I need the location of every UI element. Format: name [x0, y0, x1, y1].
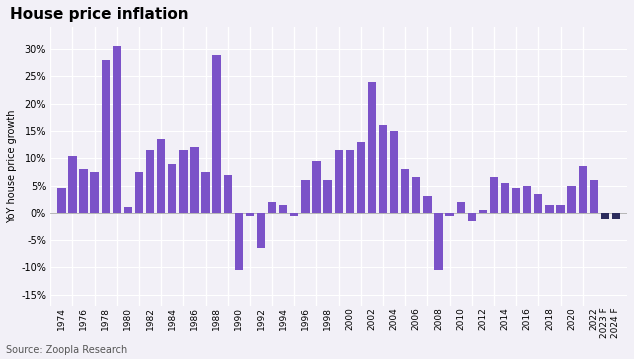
Bar [135, 172, 143, 213]
Bar [590, 180, 598, 213]
Bar [456, 202, 465, 213]
Bar [290, 213, 299, 215]
Bar [179, 150, 188, 213]
Bar [567, 186, 576, 213]
Y-axis label: YoY house price growth: YoY house price growth [7, 109, 17, 223]
Bar [57, 188, 65, 213]
Bar [246, 213, 254, 215]
Bar [401, 169, 410, 213]
Bar [346, 150, 354, 213]
Bar [313, 161, 321, 213]
Bar [190, 147, 198, 213]
Bar [446, 213, 454, 215]
Bar [468, 213, 476, 221]
Bar [512, 188, 521, 213]
Bar [379, 126, 387, 213]
Bar [612, 213, 620, 219]
Bar [534, 194, 543, 213]
Bar [101, 60, 110, 213]
Bar [79, 169, 87, 213]
Bar [279, 205, 287, 213]
Text: House price inflation: House price inflation [10, 7, 188, 22]
Bar [579, 167, 587, 213]
Bar [124, 208, 132, 213]
Bar [424, 196, 432, 213]
Bar [212, 55, 221, 213]
Bar [557, 205, 565, 213]
Bar [257, 213, 265, 248]
Bar [368, 82, 376, 213]
Bar [91, 172, 99, 213]
Bar [168, 164, 176, 213]
Bar [301, 180, 309, 213]
Bar [412, 177, 420, 213]
Bar [434, 213, 443, 270]
Bar [390, 131, 398, 213]
Text: Source: Zoopla Research: Source: Zoopla Research [6, 345, 127, 355]
Bar [113, 46, 121, 213]
Bar [323, 180, 332, 213]
Bar [235, 213, 243, 270]
Bar [146, 150, 154, 213]
Bar [479, 210, 487, 213]
Bar [335, 150, 343, 213]
Bar [600, 213, 609, 219]
Bar [157, 139, 165, 213]
Bar [523, 186, 531, 213]
Bar [501, 183, 509, 213]
Bar [202, 172, 210, 213]
Bar [224, 174, 232, 213]
Bar [268, 202, 276, 213]
Bar [490, 177, 498, 213]
Bar [545, 205, 553, 213]
Bar [68, 155, 77, 213]
Bar [357, 142, 365, 213]
